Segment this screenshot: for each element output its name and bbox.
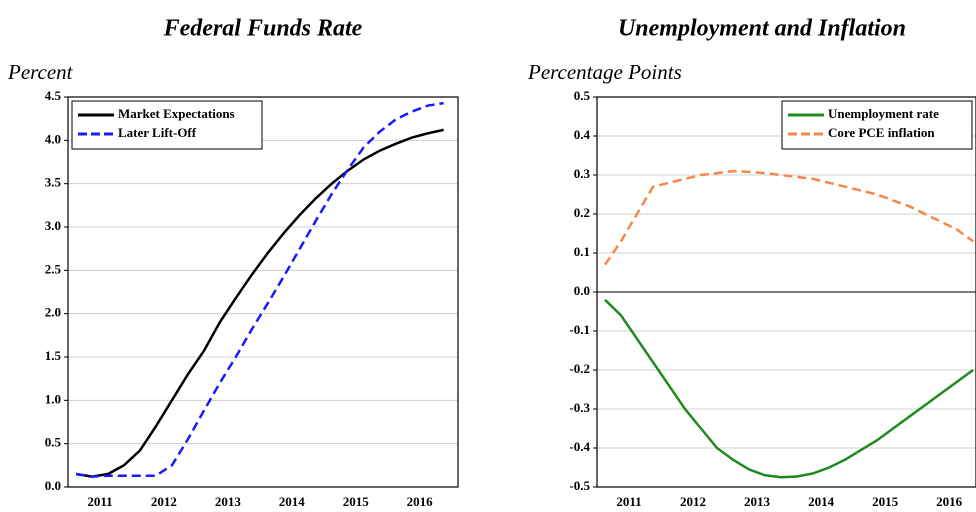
y-tick-label: 2.5 — [45, 261, 62, 276]
y-tick-label: -0.3 — [569, 400, 590, 415]
y-tick-label: -0.4 — [569, 439, 590, 454]
plot-frame — [596, 96, 976, 488]
x-tick-label: 2011 — [87, 494, 112, 509]
y-tick-label: 4.5 — [45, 88, 62, 103]
x-tick-label: 2015 — [343, 494, 370, 509]
plot-frame — [67, 96, 459, 488]
legend-box — [781, 100, 973, 150]
y-tick-label: 0.3 — [574, 166, 591, 181]
legend-label: Unemployment rate — [828, 106, 939, 121]
x-tick-label: 2012 — [680, 494, 706, 509]
legend-box — [71, 100, 263, 150]
line-series — [603, 169, 974, 266]
line-series — [75, 128, 444, 478]
y-tick-label: 1.0 — [45, 391, 61, 406]
line-series — [604, 298, 974, 479]
y-tick-label: 0.0 — [45, 478, 61, 493]
y-tick-label: 0.1 — [574, 244, 590, 259]
y-tick-label: 0.2 — [574, 205, 590, 220]
chart-title: Federal Funds Rate — [163, 16, 363, 42]
y-tick-label: 2.0 — [45, 305, 61, 320]
legend-label: Later Lift-Off — [118, 125, 197, 140]
chart-title: Unemployment and Inflation — [618, 16, 906, 42]
chart: Unemployment and Inflation Percentage Poi… — [527, 16, 976, 509]
x-tick-label: 2011 — [616, 494, 641, 509]
y-tick-label: -0.5 — [569, 478, 590, 493]
x-tick-label: 2016 — [407, 494, 434, 509]
y-tick-label: 0.0 — [574, 283, 590, 298]
x-tick-label: 2016 — [936, 494, 963, 509]
x-tick-label: 2012 — [151, 494, 177, 509]
y-tick-label: 3.0 — [45, 218, 61, 233]
legend-label: Market Expectations — [118, 106, 235, 121]
y-tick-label: 0.5 — [574, 88, 591, 103]
y-tick-label: 4.0 — [45, 131, 61, 146]
y-axis-label: Percentage Points — [527, 60, 682, 84]
x-tick-label: 2014 — [279, 494, 306, 509]
x-tick-label: 2015 — [872, 494, 899, 509]
y-tick-label: -0.1 — [569, 322, 590, 337]
y-tick-label: 0.5 — [45, 435, 62, 450]
y-tick-label: 3.5 — [45, 175, 62, 190]
x-tick-label: 2013 — [215, 494, 242, 509]
y-tick-label: 1.5 — [45, 348, 62, 363]
y-tick-label: -0.2 — [569, 361, 590, 376]
chart: Federal Funds Rate Percent 0.0 0.5 1.0 1.5 2.0… — [7, 16, 459, 509]
legend-label: Core PCE inflation — [828, 125, 935, 140]
line-series — [75, 101, 444, 478]
y-axis-label: Percent — [7, 60, 74, 84]
x-tick-label: 2013 — [744, 494, 771, 509]
y-tick-label: 0.4 — [574, 127, 591, 142]
x-tick-label: 2014 — [808, 494, 835, 509]
